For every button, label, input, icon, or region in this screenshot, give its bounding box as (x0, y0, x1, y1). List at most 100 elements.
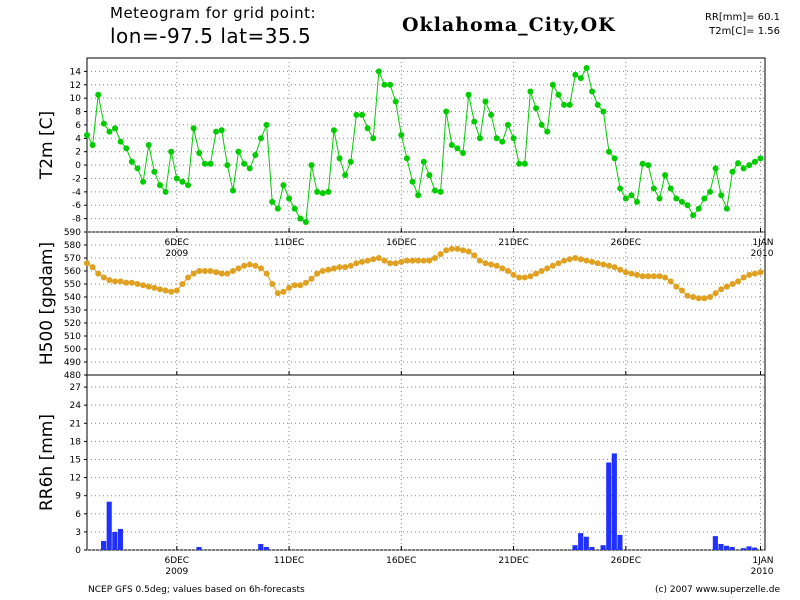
t2m-data-point (196, 150, 203, 157)
h500-data-point (398, 258, 405, 265)
t2m-data-point (207, 160, 214, 167)
h500-data-point (252, 262, 259, 269)
t2m-data-point (420, 158, 427, 165)
t2m-data-point (746, 162, 753, 169)
h500-data-point (196, 268, 203, 274)
t2m-data-point (162, 188, 169, 195)
t2m-data-point (740, 165, 747, 172)
t2m-data-point (415, 192, 422, 199)
t2m-data-point (617, 185, 624, 192)
h500-data-point (510, 271, 517, 278)
t2m-data-point (370, 135, 377, 142)
h500-data-point (746, 271, 753, 278)
h500-data-point (690, 294, 697, 300)
t2m-data-point (695, 205, 702, 212)
t2m-data-point (488, 111, 495, 118)
h500-data-point (723, 283, 730, 290)
t2m-data-point (392, 98, 399, 105)
h500-data-point (229, 268, 236, 274)
t2m-data-point (690, 212, 697, 219)
h500-data-point (594, 260, 601, 267)
rr-ytick-label: 18 (70, 437, 82, 447)
h500-data-point (201, 268, 208, 274)
rr-bar (258, 543, 264, 550)
t2m-data-point (465, 91, 472, 98)
h500-data-point (448, 245, 455, 252)
t2m-data-point (605, 148, 612, 155)
h500-data-point (246, 261, 253, 268)
h500-data-point (375, 255, 382, 261)
rr-bar (724, 545, 730, 550)
h500-data-point (381, 257, 388, 264)
title-line2: lon=-97.5 lat=35.5 (110, 24, 312, 48)
h500-data-point (488, 261, 495, 268)
h500-data-point (347, 262, 354, 269)
t2m-ytick-label: 8 (75, 108, 81, 118)
h500-data-point (499, 265, 506, 272)
h500-data-point (561, 257, 568, 264)
h500-data-point (673, 283, 680, 290)
rr-ytick-label: 6 (75, 510, 81, 520)
rr-bar (740, 548, 746, 550)
t2m-data-point (476, 135, 483, 142)
h500-data-point (117, 278, 124, 285)
h500-data-point (308, 275, 315, 282)
t2m-ytick-label: 4 (75, 134, 81, 144)
t2m-data-point (544, 128, 551, 135)
t2m-axis-label: T2m [C] (37, 111, 57, 180)
h500-data-point (751, 270, 758, 277)
h500-data-point (549, 262, 556, 269)
t2m-data-point (673, 195, 680, 202)
t2m-data-point (302, 218, 309, 225)
t2m-data-point (594, 101, 601, 108)
t2m-data-point (516, 160, 523, 167)
h500-data-point (650, 273, 657, 280)
rr-bar (589, 546, 595, 550)
h500-data-point (387, 260, 394, 267)
h500-data-point (185, 274, 192, 281)
t2m-data-point (257, 135, 264, 142)
t2m-data-point (403, 155, 410, 162)
h500-data-point (336, 264, 343, 271)
t2m-data-point (437, 188, 444, 195)
t2m-data-point (729, 168, 736, 175)
rr-ytick-label: 12 (70, 474, 81, 484)
t2m-data-point (577, 75, 584, 82)
t2m-data-point (611, 155, 618, 162)
date-year-label: 2009 (165, 249, 188, 259)
t2m-stat: T2m[C]= 1.56 (709, 26, 780, 37)
t2m-data-point (600, 108, 607, 115)
h500-ytick-label: 480 (64, 371, 81, 381)
date-label: 26DEC (611, 556, 641, 566)
h500-data-point (645, 273, 652, 280)
h500-data-point (662, 274, 669, 281)
h500-data-point (190, 270, 197, 277)
t2m-data-point (538, 121, 545, 128)
t2m-data-point (117, 138, 124, 145)
t2m-data-point (134, 165, 141, 172)
rr-ytick-label: 15 (70, 455, 81, 465)
h500-data-point (409, 257, 416, 264)
rr-bar (746, 546, 752, 550)
t2m-data-point (173, 175, 180, 182)
t2m-data-point (145, 142, 152, 148)
t2m-data-point (757, 155, 764, 162)
h500-data-point (112, 278, 119, 285)
rr-bar (752, 547, 758, 550)
t2m-data-point (628, 192, 635, 199)
h500-data-point (173, 287, 180, 294)
h500-data-point (168, 288, 175, 295)
t2m-data-point (735, 160, 742, 167)
h500-data-point (123, 279, 130, 286)
h500-ytick-label: 550 (64, 280, 81, 290)
t2m-data-point (555, 91, 562, 98)
t2m-data-point (460, 150, 467, 157)
h500-data-point (364, 257, 371, 264)
t2m-data-point (499, 138, 506, 145)
h500-data-point (179, 281, 186, 287)
h500-data-point (712, 290, 719, 297)
h500-data-point (684, 292, 691, 299)
t2m-data-point (706, 188, 713, 195)
t2m-data-point (482, 98, 489, 105)
rr-bar (611, 453, 617, 550)
